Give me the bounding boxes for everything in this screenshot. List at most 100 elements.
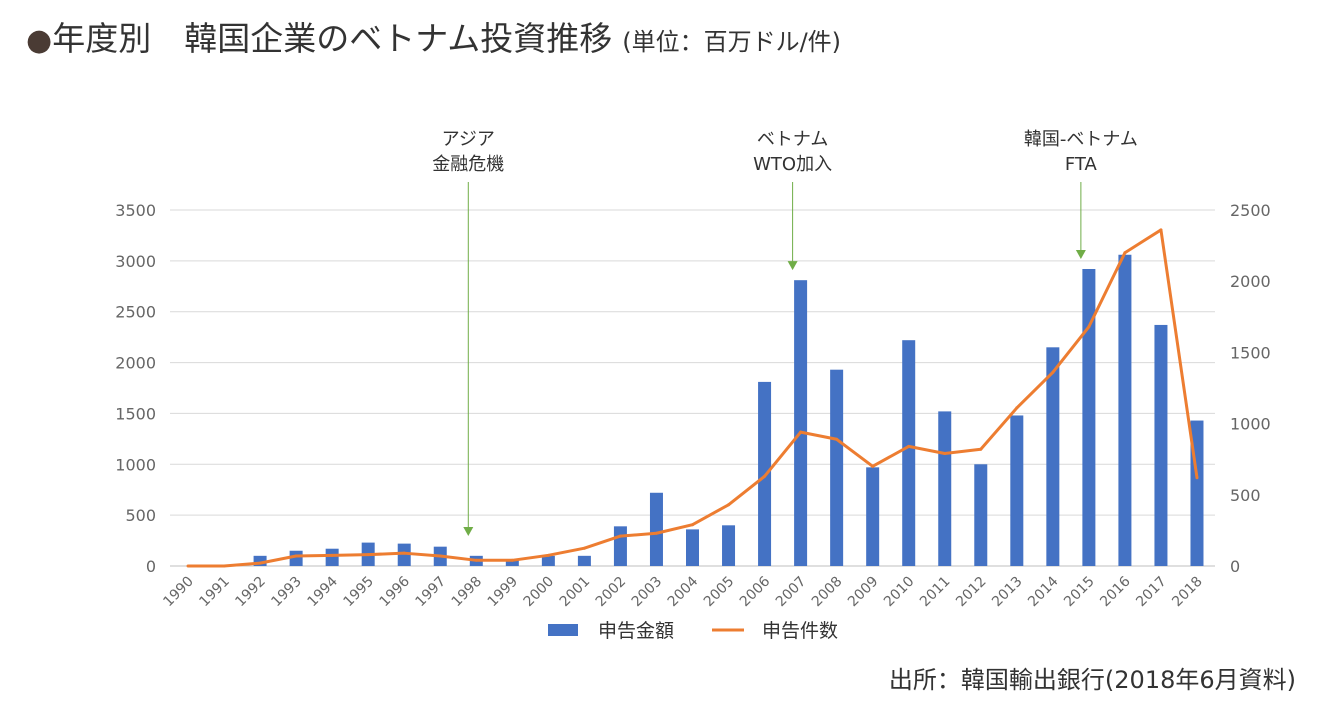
y-axis-left: 0 500 1000 1500 2000 2500 3000 3500	[115, 201, 156, 576]
x-tick-label: 1998	[449, 574, 486, 611]
y-right-tick-label: 1000	[1230, 415, 1271, 434]
y-left-tick-label: 3000	[115, 252, 156, 271]
line-point	[691, 523, 694, 527]
x-tick-label: 2018	[1169, 574, 1206, 611]
bar	[325, 548, 339, 566]
line-point	[871, 464, 875, 468]
x-tick-label: 2016	[1097, 573, 1134, 610]
x-tick-label: 2006	[737, 573, 774, 610]
bar	[722, 525, 736, 566]
title-main: 年度別 韓国企業のベトナム投資推移	[52, 19, 613, 58]
line-series	[186, 228, 1199, 568]
title-unit: (単位：百万ドル/件)	[622, 28, 842, 56]
y-left-tick-label: 1500	[115, 404, 156, 423]
line-point	[727, 503, 731, 507]
legend: 申告金額 申告件数	[548, 620, 838, 642]
bar	[866, 467, 880, 566]
bar	[830, 369, 844, 566]
x-tick-label: 2007	[773, 574, 810, 611]
line-point	[835, 437, 839, 441]
bar	[902, 340, 916, 566]
legend-label-bar: 申告金額	[598, 620, 674, 642]
x-tick-label: 1992	[232, 574, 269, 611]
x-tick-label: 2013	[989, 574, 1026, 611]
y-left-tick-label: 500	[125, 506, 156, 525]
line-point	[618, 534, 622, 538]
y-left-tick-label: 1000	[115, 455, 156, 474]
x-tick-label: 1994	[304, 573, 341, 610]
y-right-tick-label: 0	[1230, 557, 1240, 576]
bar	[1010, 415, 1024, 566]
line-point	[1159, 228, 1163, 232]
x-axis: 1990 1991 1992 1993 1994 1995 1996 1997 1998 1999…	[160, 573, 1205, 610]
line-point	[1015, 406, 1019, 410]
bar	[613, 526, 627, 566]
y-left-tick-label: 2500	[115, 303, 156, 322]
bar	[253, 555, 267, 566]
line-point	[582, 546, 586, 550]
line-point	[222, 564, 226, 568]
x-tick-label: 1990	[160, 574, 197, 611]
x-tick-label: 1993	[268, 574, 305, 611]
y-right-tick-label: 1500	[1230, 343, 1271, 362]
legend-swatch-bar	[548, 624, 578, 636]
annotation-text: 韓国-ベトナム	[1024, 129, 1138, 150]
y-left-tick-label: 3500	[115, 201, 156, 220]
annotation-arrow-head	[463, 527, 474, 536]
annotation-text: ベトナム	[757, 129, 828, 150]
line-point	[1123, 251, 1127, 255]
x-tick-label: 1995	[341, 574, 378, 611]
x-tick-label: 1991	[196, 574, 233, 611]
bar	[505, 559, 519, 566]
annotation-arrow-head	[787, 261, 798, 271]
bar	[1154, 324, 1168, 566]
line-point	[474, 558, 478, 562]
x-tick-label: 1999	[485, 574, 522, 611]
bar	[1118, 254, 1132, 567]
bar	[1082, 268, 1096, 566]
bar	[397, 543, 411, 566]
y-right-tick-label: 2500	[1230, 201, 1271, 220]
x-tick-label: 2015	[1061, 574, 1098, 611]
line-point	[1195, 476, 1199, 480]
line-point	[258, 561, 262, 565]
y-right-tick-label: 500	[1230, 486, 1261, 505]
x-tick-label: 2000	[521, 574, 558, 611]
line-point	[654, 531, 658, 535]
line-point	[294, 554, 298, 558]
source-note: 出所：韓国輸出銀行(2018年6月資料)	[888, 666, 1296, 694]
x-tick-label: 2010	[881, 574, 918, 611]
grid-lines	[170, 209, 1215, 567]
bar	[686, 529, 699, 566]
line-point	[763, 474, 767, 478]
line-point	[907, 444, 911, 448]
line-point	[943, 452, 947, 456]
x-tick-label: 2011	[917, 574, 954, 611]
line-point	[510, 558, 514, 562]
y-left-tick-label: 0	[146, 557, 156, 576]
y-axis-right: 0 500 1000 1500 2000 2500	[1230, 201, 1271, 576]
x-tick-label: 2001	[557, 574, 594, 611]
x-tick-label: 2002	[593, 574, 630, 611]
bar	[974, 464, 988, 566]
annotation-arrow-head	[1075, 249, 1086, 259]
chart-title: ●年度別 韓国企業のベトナム投資推移 (単位：百万ドル/件)	[26, 12, 841, 60]
legend-label-line: 申告件数	[762, 620, 838, 642]
x-tick-label: 2005	[701, 574, 738, 611]
x-tick-label: 2012	[953, 574, 990, 611]
x-tick-label: 1996	[377, 573, 414, 610]
annotation-text: FTA	[1065, 154, 1098, 175]
bar	[577, 555, 591, 566]
line-point	[186, 564, 190, 568]
bar	[794, 280, 808, 566]
x-tick-label: 2009	[845, 574, 882, 611]
bar	[541, 555, 555, 566]
line-point	[438, 554, 442, 558]
line-point	[1087, 325, 1091, 329]
line-point	[979, 447, 983, 451]
x-tick-label: 2008	[809, 574, 846, 611]
x-tick-label: 2004	[665, 573, 702, 610]
x-tick-label: 1997	[413, 574, 450, 611]
x-tick-label: 2003	[629, 574, 666, 611]
